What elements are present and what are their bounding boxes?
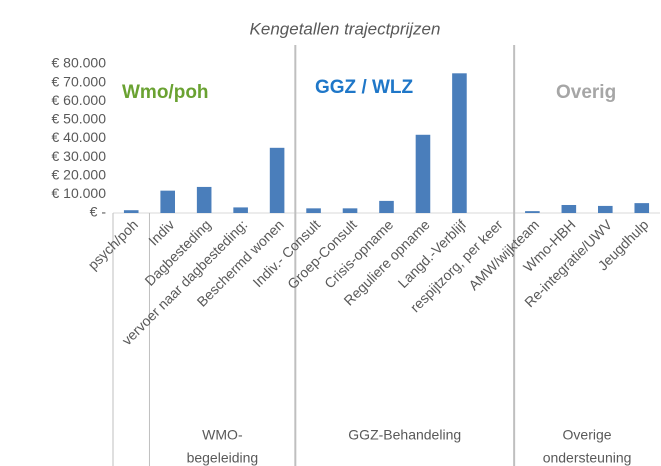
group-annotation: Wmo/poh (122, 82, 209, 103)
bar (160, 190, 175, 213)
bar (269, 147, 285, 213)
bar (306, 208, 321, 213)
bar (196, 186, 212, 213)
y-tick-label: € 70.000 (52, 73, 107, 89)
y-tick-label: € 50.000 (52, 111, 107, 127)
x-tick-label: Indiv (145, 216, 177, 248)
bar (525, 211, 540, 213)
bar (233, 207, 248, 213)
chart-title: Kengetallen trajectprijzen (250, 19, 441, 38)
y-tick-label: € 20.000 (52, 166, 107, 182)
bar (415, 134, 431, 213)
group-label: WMO- (202, 427, 243, 443)
bar (342, 208, 358, 213)
y-tick-label: € 60.000 (52, 92, 107, 108)
group-label: GGZ-Behandeling (348, 427, 461, 443)
group-label: Overige (563, 427, 612, 443)
y-tick-label: € 80.000 (52, 55, 107, 71)
y-tick-label: € 30.000 (52, 148, 107, 164)
y-tick-label: € 40.000 (52, 129, 107, 145)
bar (123, 210, 139, 213)
y-tick-label: € 10.000 (52, 185, 107, 201)
group-label: ondersteuning (543, 450, 632, 466)
bar (561, 204, 577, 213)
bar (598, 205, 613, 213)
bar (634, 203, 650, 213)
group-annotation: Overig (556, 82, 616, 103)
bar (379, 200, 394, 213)
y-tick-label: € - (90, 204, 107, 220)
group-annotation: GGZ / WLZ (315, 77, 414, 98)
bar (452, 73, 467, 213)
group-label: begeleiding (187, 450, 259, 466)
